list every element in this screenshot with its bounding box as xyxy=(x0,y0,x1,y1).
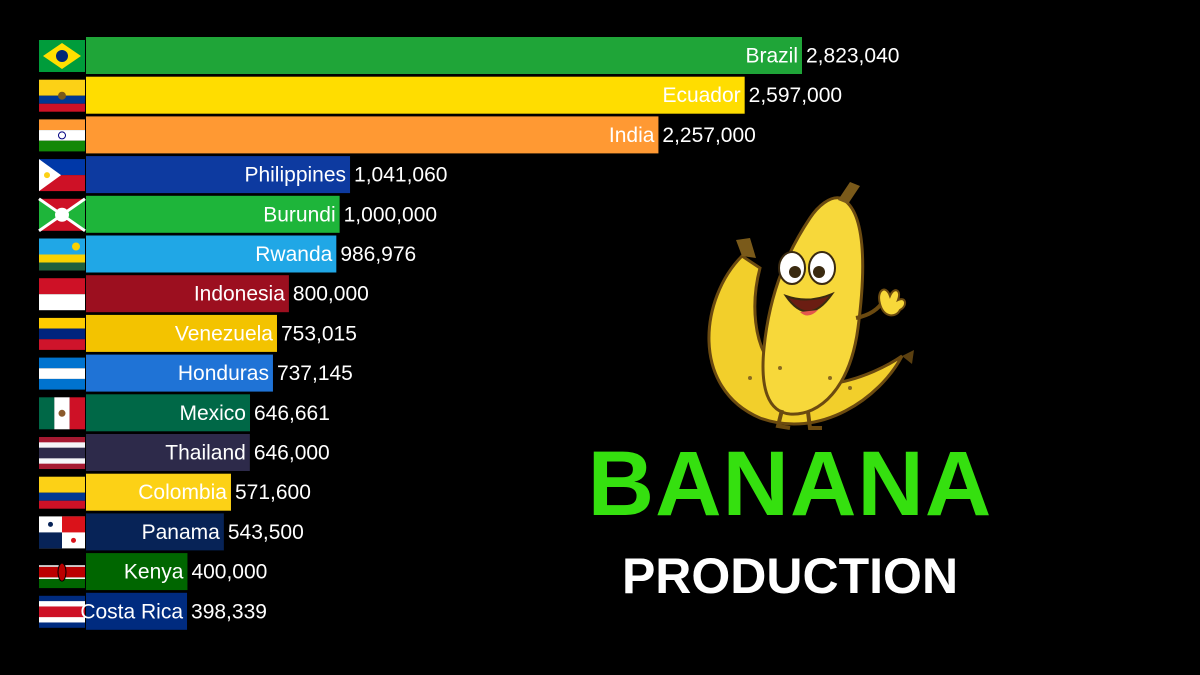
bar-colombia xyxy=(86,473,231,511)
value-label: 2,257,000 xyxy=(662,124,755,147)
value-label: 400,000 xyxy=(191,561,267,584)
country-label: Rwanda xyxy=(255,243,332,266)
value-label: 800,000 xyxy=(293,283,369,306)
country-label: Venezuela xyxy=(175,322,273,345)
costa-rica-flag xyxy=(39,595,85,628)
mexico-flag xyxy=(39,397,85,430)
country-label: Philippines xyxy=(244,164,346,187)
country-label: Burundi xyxy=(263,203,335,226)
kenya-flag xyxy=(39,556,85,589)
burundi-flag xyxy=(38,197,86,233)
bar-kenya xyxy=(86,553,188,591)
chart-subtitle: PRODUCTION xyxy=(621,548,959,604)
value-label: 753,015 xyxy=(281,322,357,345)
chart-title: BANANA xyxy=(587,433,993,535)
country-label: Honduras xyxy=(178,362,269,385)
philippines-flag xyxy=(39,159,85,192)
bar-india xyxy=(86,116,659,154)
value-label: 737,145 xyxy=(277,362,353,385)
country-label: Costa Rica xyxy=(80,600,183,623)
country-label: Kenya xyxy=(124,561,184,584)
value-label: 646,661 xyxy=(254,402,330,425)
ecuador-flag xyxy=(39,79,85,112)
thailand-flag xyxy=(39,437,85,469)
venezuela-flag xyxy=(39,317,85,350)
country-label: Panama xyxy=(142,521,221,544)
bar-honduras xyxy=(86,354,273,392)
country-label: Mexico xyxy=(179,402,246,425)
honduras-flag xyxy=(39,357,85,390)
bar-burundi xyxy=(86,195,340,233)
value-label: 571,600 xyxy=(235,481,311,504)
colombia-flag xyxy=(39,476,85,509)
value-label: 2,597,000 xyxy=(749,84,842,107)
banana-mascot-icon xyxy=(707,182,914,430)
country-label: India xyxy=(609,124,655,147)
value-label: 543,500 xyxy=(228,521,304,544)
bar-philippines xyxy=(86,156,351,194)
bar-mexico xyxy=(86,394,251,432)
bar-rwanda xyxy=(86,235,337,273)
value-label: 986,976 xyxy=(340,243,416,266)
country-label: Ecuador xyxy=(662,84,740,107)
indonesia-flag xyxy=(39,278,85,311)
value-label: 398,339 xyxy=(191,600,267,623)
panama-flag xyxy=(39,516,85,549)
country-label: Colombia xyxy=(138,481,227,504)
value-label: 1,041,060 xyxy=(354,164,447,187)
value-label: 646,000 xyxy=(254,442,330,465)
bar-indonesia xyxy=(86,275,289,313)
country-label: Brazil xyxy=(745,45,798,68)
country-label: Indonesia xyxy=(194,283,285,306)
bar-thailand xyxy=(86,434,250,471)
bar-ecuador xyxy=(86,76,745,114)
bar-venezuela xyxy=(86,314,277,352)
brazil-flag xyxy=(39,40,85,72)
bar-costa-rica xyxy=(86,592,188,630)
rwanda-flag xyxy=(39,238,85,271)
value-label: 2,823,040 xyxy=(806,45,899,68)
value-label: 1,000,000 xyxy=(344,203,437,226)
country-label: Thailand xyxy=(165,442,246,465)
india-flag xyxy=(39,119,85,152)
bar-brazil xyxy=(86,37,802,74)
bar-panama xyxy=(86,513,224,551)
